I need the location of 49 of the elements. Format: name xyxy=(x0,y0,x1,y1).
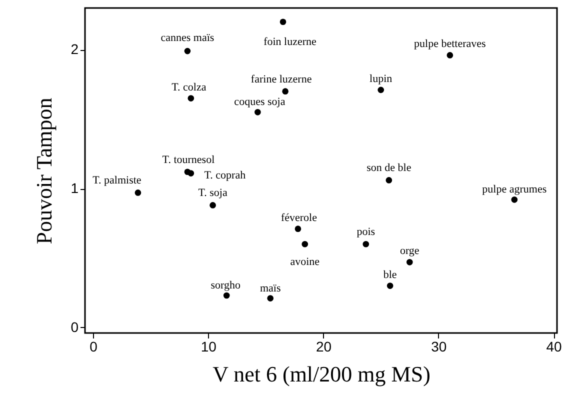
annotation: maïs xyxy=(260,282,281,294)
y-tick-label: 0 xyxy=(70,318,79,335)
annotation: sorgho xyxy=(210,280,241,292)
annotation: T. colza xyxy=(172,81,206,94)
x-tick-label: 20 xyxy=(316,338,332,354)
annotation: lupin xyxy=(370,72,393,85)
point xyxy=(188,95,194,102)
point xyxy=(446,52,454,58)
point xyxy=(294,226,302,232)
point xyxy=(184,48,191,54)
annotation: foin luzerne xyxy=(264,36,317,48)
annotation: T. coprah xyxy=(204,169,246,182)
point xyxy=(406,259,413,266)
point xyxy=(386,282,394,289)
annotation: ble xyxy=(383,268,397,281)
annotation: farine luzerne xyxy=(250,73,312,86)
y-tick-label: 1 xyxy=(70,180,79,196)
point xyxy=(282,88,288,94)
point xyxy=(223,292,230,299)
annotation: pulpe agrumes xyxy=(482,184,547,196)
point xyxy=(254,109,261,116)
x-axis-title: V net 6 (ml/200 mg MS) xyxy=(212,362,430,386)
y-tick-label: 2 xyxy=(70,41,79,58)
point xyxy=(511,196,518,203)
point xyxy=(280,18,286,26)
x-tick-label: 30 xyxy=(431,338,447,354)
annotation: T. palmiste xyxy=(92,174,142,187)
annotation: coques soja xyxy=(234,96,286,108)
annotation: pois xyxy=(356,226,376,238)
point xyxy=(267,295,274,302)
annotation: orge xyxy=(400,245,420,258)
x-tick-label: 10 xyxy=(200,338,217,354)
point xyxy=(188,170,194,176)
annotation: pulpe betteraves xyxy=(414,38,486,50)
x-tick-label: 0 xyxy=(90,338,98,354)
point xyxy=(386,177,392,184)
annotation: féverole xyxy=(280,212,318,224)
point xyxy=(378,86,384,94)
annotation: son de ble xyxy=(366,162,412,174)
point xyxy=(134,190,142,196)
x-tick-label: 40 xyxy=(546,338,562,354)
annotation: avoine xyxy=(290,256,320,268)
point xyxy=(210,202,216,208)
annotation: cannes maïs xyxy=(160,32,214,44)
point xyxy=(302,240,308,248)
annotation: T. soja xyxy=(198,187,228,200)
annotation: T. tournesol xyxy=(162,154,215,166)
point xyxy=(362,240,370,248)
y-axis-title: Pouvoir Tampon xyxy=(32,98,57,244)
